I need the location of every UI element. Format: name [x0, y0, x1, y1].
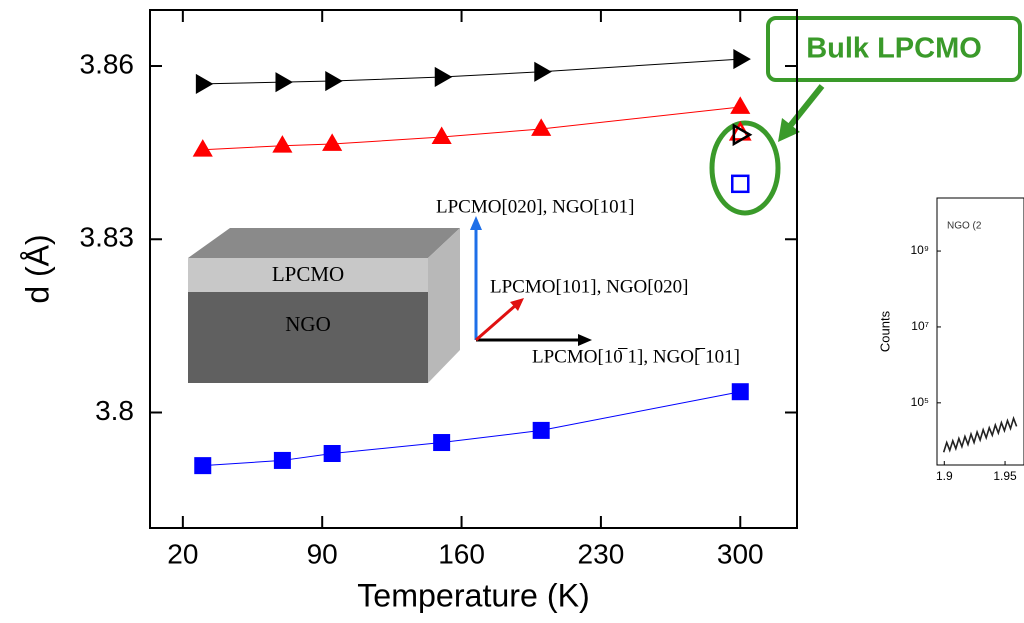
- marker: [192, 139, 213, 157]
- panel-title: NGO (2: [947, 221, 982, 232]
- x-tick-label: 1.9: [936, 469, 953, 483]
- x-tick-label: 300: [717, 538, 764, 569]
- y-tick-label: 3.83: [80, 222, 135, 253]
- marker: [323, 445, 341, 463]
- plot-frame: [936, 197, 1024, 466]
- marker: [325, 70, 343, 92]
- x-tick-label: 90: [307, 538, 338, 569]
- marker: [194, 457, 212, 475]
- axis-direction: LPCMO[020], NGO[101]: [436, 196, 634, 217]
- x-tick-label: 20: [167, 538, 198, 569]
- ngo-layer: [188, 292, 428, 383]
- marker: [531, 118, 552, 136]
- marker: [273, 451, 291, 469]
- highlight-ellipse: [709, 120, 781, 216]
- marker: [731, 174, 750, 194]
- arrow: [475, 303, 517, 342]
- lpcmo-layer: [188, 258, 428, 292]
- y-axis-label: d (Å): [19, 234, 55, 303]
- marker: [730, 96, 751, 114]
- block-top: [188, 228, 460, 258]
- x-tick-label: 1.95: [993, 469, 1017, 483]
- layer-label: NGO: [285, 312, 331, 336]
- arrow-head: [578, 334, 592, 346]
- bulk-annotation: Bulk LPCMO: [709, 16, 1022, 216]
- marker: [431, 126, 452, 144]
- series-line: [202, 58, 741, 85]
- marker: [733, 49, 751, 70]
- plot-frame: [149, 9, 798, 529]
- x-tick-label: 160: [438, 538, 485, 569]
- y-tick-label: 10⁹: [911, 243, 930, 257]
- marker: [195, 73, 214, 94]
- marker: [532, 421, 550, 439]
- x-tick-label: 230: [578, 538, 625, 569]
- series-line: [942, 415, 1018, 453]
- layer-label: LPCMO: [272, 262, 344, 286]
- axis-direction: LPCMO[101], NGO[020]: [490, 276, 688, 297]
- y-tick-label: 10⁵: [911, 395, 929, 409]
- block-side: [428, 228, 460, 383]
- x-axis-label: Temperature (K): [357, 578, 590, 614]
- y-tick-label: 3.86: [80, 48, 135, 79]
- arrow-head: [510, 298, 524, 311]
- marker: [732, 123, 753, 147]
- y-axis-label: Counts: [877, 310, 892, 352]
- arrow-head: [778, 118, 800, 142]
- y-tick-label: 10⁷: [911, 319, 929, 333]
- marker: [534, 61, 552, 82]
- marker: [434, 66, 453, 88]
- callout-arrow: [787, 84, 825, 128]
- marker: [731, 383, 749, 401]
- y-tick-label: 3.8: [95, 395, 134, 426]
- sample-schematic: LPCMO NGO LPCMO[020], NGO[101] LPCMO[101…: [188, 196, 740, 383]
- axis-direction: LPCMO[10̅ 1], NGO[̅ 101]: [532, 346, 740, 367]
- callout-text: Bulk LPCMO: [806, 33, 982, 65]
- marker: [322, 133, 343, 151]
- series-line: [202, 106, 741, 151]
- arrow-head: [470, 216, 482, 230]
- marker: [433, 434, 451, 452]
- series-line: [202, 391, 741, 467]
- marker: [272, 135, 293, 153]
- callout-box: [766, 16, 1022, 82]
- marker: [275, 72, 293, 93]
